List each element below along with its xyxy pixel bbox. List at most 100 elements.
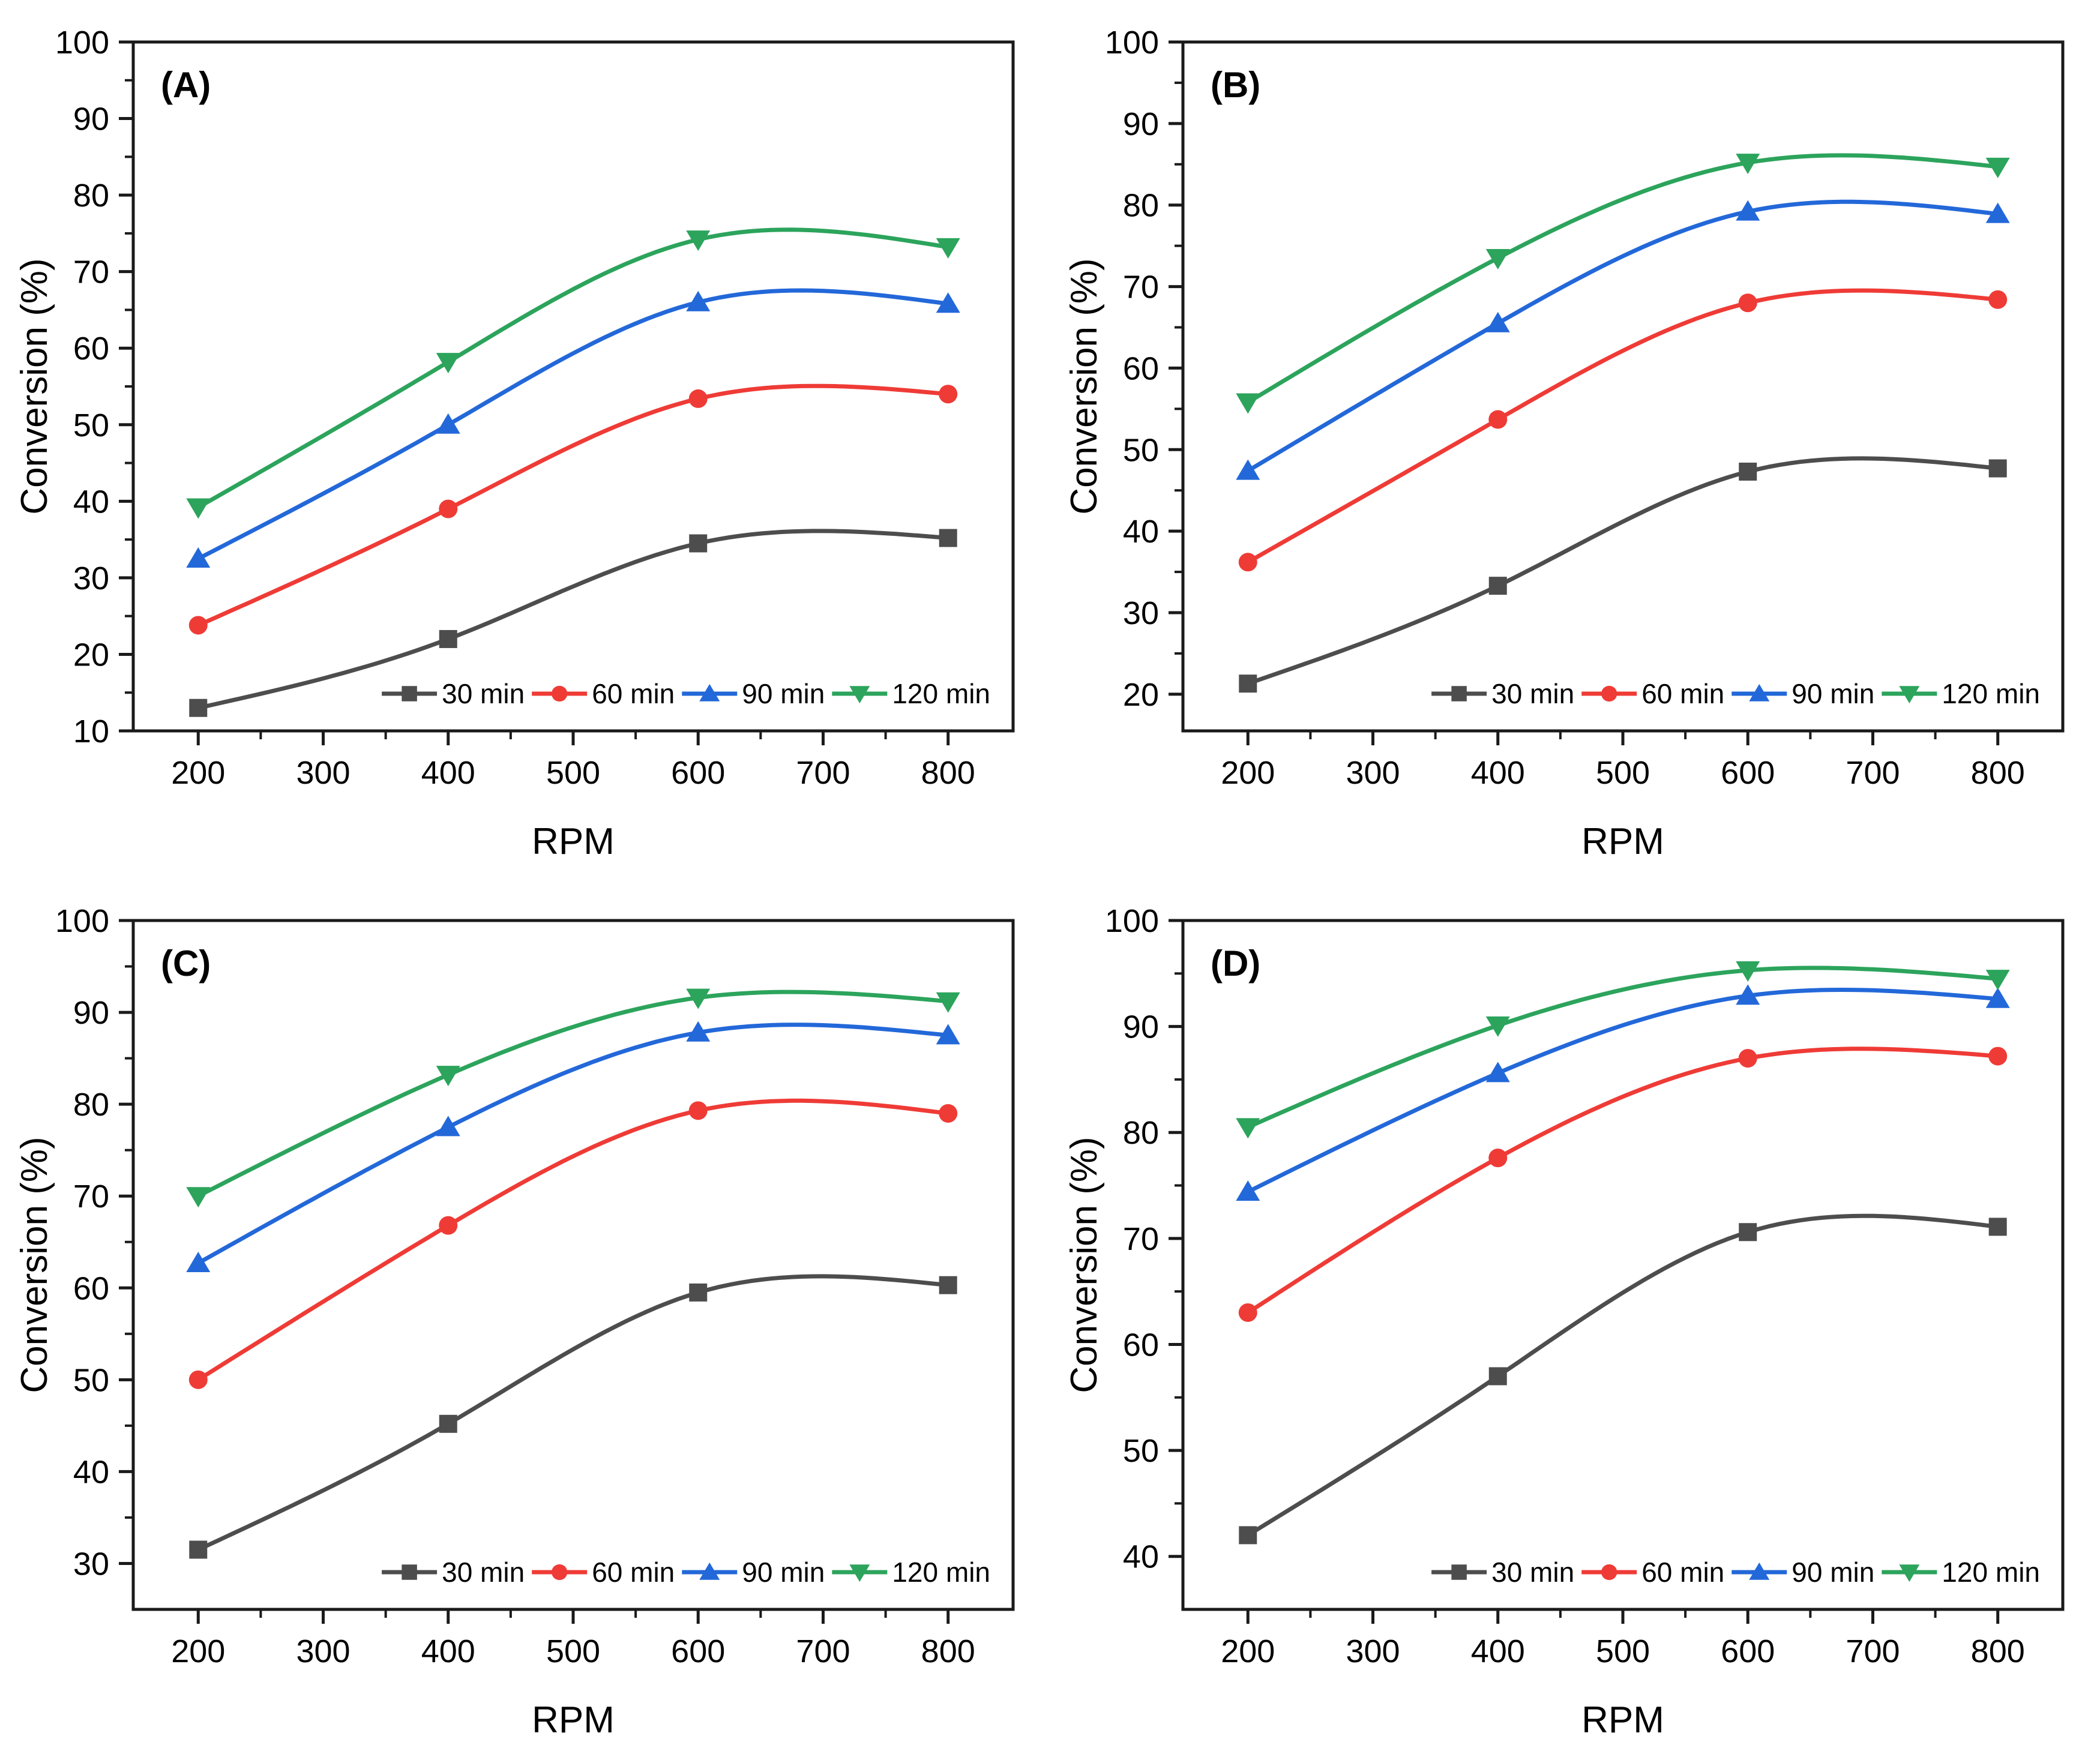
y-tick-label: 70 [1123,1221,1159,1257]
series-marker-60-min [439,1216,458,1235]
legend-marker-square [402,1564,417,1580]
series-marker-30-min [939,529,957,547]
series-marker-90-min [186,1251,211,1272]
y-tick-label: 40 [73,1454,109,1490]
x-tick-label: 200 [171,1633,225,1669]
legend-label: 30 min [1491,678,1574,709]
legend: 30 min 60 min 90 min 120 min [1431,1557,2040,1588]
y-tick-label: 80 [1123,1115,1159,1151]
x-tick-label: 800 [921,1633,975,1669]
series-marker-90-min [1736,984,1760,1005]
y-tick-label: 90 [73,101,109,137]
y-tick-label: 40 [73,484,109,520]
series-marker-60-min [1238,553,1257,572]
series-marker-60-min [1488,410,1508,429]
series-marker-60-min [1238,1303,1257,1322]
plot-frame [131,919,1015,1611]
series-line-90-min [196,1023,951,1266]
series-line-120-min [196,990,951,1198]
y-tick-label: 60 [1123,350,1159,386]
panel-label: (B) [1211,65,1260,105]
series-line-120-min [196,227,951,509]
x-tick-label: 700 [796,755,850,791]
panel-b-cell: 200 300 400 500 600 700 800 20 30 40 50 60 70 80 90 100… [1050,0,2100,878]
series-line-30-min [1245,1213,2000,1537]
series-marker-90-min [186,547,211,568]
panel-b-chart: 200 300 400 500 600 700 800 20 30 40 50 60 70 80 90 100… [1064,25,2065,862]
series-marker-60-min [1988,1047,2008,1066]
series-marker-90-min [936,292,960,313]
series-marker-30-min [689,534,708,553]
y-axis-title: Conversion (%) [14,258,55,514]
legend-label: 120 min [892,1557,990,1588]
x-tick-label: 700 [1846,1633,1900,1669]
x-tick-label: 500 [546,755,600,791]
legend-marker-square [1451,686,1467,701]
legend-label: 120 min [892,678,990,709]
x-tick-label: 500 [1596,1633,1650,1669]
series-marker-60-min [1488,1149,1508,1168]
legend-marker-circle [552,1564,568,1581]
series-line-30-min [196,529,951,710]
legend-label: 60 min [592,1557,675,1588]
y-tick-label: 70 [73,254,109,290]
series-marker-120-min [936,238,960,259]
series-marker-90-min [1485,1062,1510,1083]
panel-label: (C) [161,943,211,984]
legend-marker-triangle-down [849,686,870,704]
series-marker-120-min [1736,154,1760,175]
x-tick-label: 800 [921,755,975,791]
y-tick-label: 70 [73,1179,109,1215]
series-marker-60-min [439,499,458,518]
x-tick-label: 600 [671,1633,725,1669]
series-marker-60-min [188,616,208,635]
y-tick-label: 60 [73,331,109,367]
panel-d-chart: 200 300 400 500 600 700 800 40 50 60 70 80 90 100 RPM C… [1064,903,2065,1741]
series-marker-30-min [1988,459,2007,478]
series-marker-60-min [939,385,958,404]
y-tick-label: 50 [73,1362,109,1398]
series-marker-90-min [1985,202,2010,223]
series-marker-120-min [1236,1118,1260,1139]
legend-label: 60 min [1641,1557,1724,1588]
series-marker-30-min [439,1414,457,1433]
panel-a-chart: 200 300 400 500 600 700 800 10 20 30 40 50 60 70 80 90 1… [14,25,1015,862]
x-tick-label: 600 [1721,1633,1775,1669]
x-tick-label: 300 [1346,755,1400,791]
plot-frame [1181,40,2065,733]
series-marker-30-min [189,698,208,717]
series-marker-90-min [1236,1180,1260,1201]
y-tick-label: 90 [73,995,109,1031]
x-axis-title: RPM [1581,1699,1664,1741]
legend-marker-triangle-down [1899,686,1920,704]
series-line-60-min [196,1098,951,1382]
y-tick-label: 50 [1123,432,1159,468]
y-tick-label: 100 [55,903,109,939]
panel-label: (A) [161,65,211,105]
y-tick-label: 80 [1123,188,1159,224]
y-tick-label: 80 [73,178,109,214]
legend-label: 120 min [1942,1557,2040,1588]
legend-label: 90 min [742,678,825,709]
y-tick-label: 20 [73,637,109,673]
series-marker-120-min [1985,157,2010,178]
series-line-60-min [1245,288,2000,565]
legend-marker-square [1451,1564,1467,1580]
y-tick-label: 10 [73,713,109,749]
series-marker-120-min [436,353,460,374]
y-axis-title: Conversion (%) [14,1137,55,1393]
legend-label: 120 min [1942,678,2040,709]
y-axis-title: Conversion (%) [1064,1137,1105,1393]
legend-label: 30 min [442,1557,525,1588]
y-tick-label: 40 [1123,1539,1159,1575]
series-line-60-min [1245,1047,2000,1315]
y-tick-label: 50 [73,407,109,443]
x-tick-label: 600 [1721,755,1775,791]
x-tick-label: 400 [1471,755,1525,791]
legend-label: 60 min [1641,678,1724,709]
series-marker-60-min [1738,293,1757,313]
series-marker-120-min [1236,393,1260,414]
series-marker-30-min [1739,462,1757,481]
y-tick-label: 100 [55,25,109,61]
